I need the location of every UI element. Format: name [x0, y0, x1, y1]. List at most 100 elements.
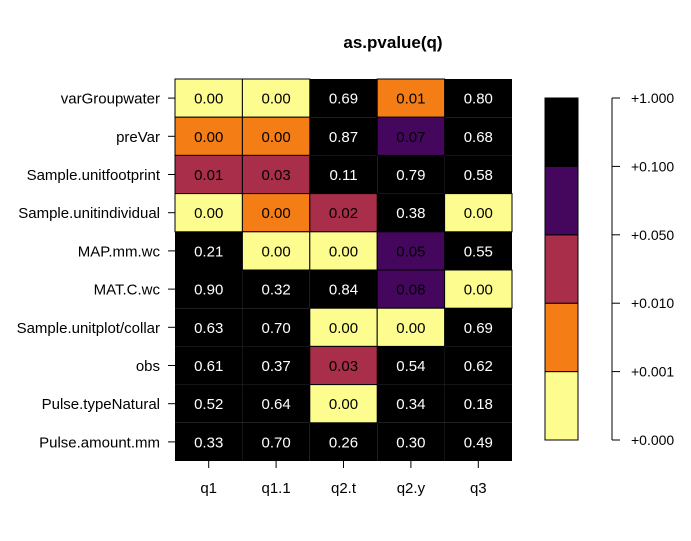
chart-title: as.pvalue(q) [343, 33, 442, 52]
heatmap-cell [309, 79, 378, 118]
row-label: Sample.unitfootprint [27, 167, 161, 184]
heatmap-cell [309, 384, 378, 424]
heatmap-cell [377, 346, 445, 385]
heatmap-cell [175, 346, 243, 385]
cell-value-label: 0.02 [329, 205, 358, 222]
cell-value-label: 0.58 [464, 167, 493, 184]
cell-value-label: 0.37 [261, 358, 290, 375]
legend-break-label: +1.000 [631, 90, 674, 106]
heatmap-cell [377, 384, 445, 423]
cell-value-label: 0.49 [464, 434, 493, 451]
cell-value-label: 0.38 [396, 205, 425, 222]
cell-value-label: 0.63 [194, 320, 223, 337]
row-label: Sample.unitindividual [18, 205, 160, 222]
row-label: Sample.unitplot/collar [17, 320, 160, 337]
cell-value-label: 0.00 [464, 282, 493, 299]
heatmap-grid: 0.00 0.00 0.69 0.01 0.80 0.00 0.00 0.87 0.07 0.68… [174, 78, 513, 461]
heatmap-cell [444, 384, 512, 423]
heatmap-cell [376, 307, 446, 347]
cell-value-label: 0.70 [261, 434, 290, 451]
cell-value-label: 0.69 [329, 91, 358, 108]
heatmap-cell [309, 193, 378, 233]
legend-swatch [544, 165, 579, 236]
heatmap-cell [242, 422, 310, 461]
column-label: q1 [200, 480, 217, 497]
heatmap-cell [309, 117, 378, 156]
heatmap-cell [175, 384, 243, 423]
heatmap-cell [444, 308, 512, 347]
cell-value-label: 0.21 [194, 243, 223, 260]
heatmap-cell [444, 346, 512, 385]
legend-swatch [544, 97, 579, 167]
legend-break-label: +0.100 [631, 158, 674, 174]
cell-value-label: 0.62 [464, 358, 493, 375]
cell-value-label: 0.52 [194, 396, 223, 413]
heatmap-cell [377, 422, 445, 461]
legend-swatch [544, 234, 579, 304]
legend-swatch [544, 371, 579, 441]
heatmap-cell [444, 193, 513, 233]
row-label: Pulse.amount.mm [39, 434, 160, 451]
legend-swatch [544, 302, 579, 373]
cell-value-label: 0.32 [261, 282, 290, 299]
heatmap-cell [242, 270, 310, 309]
column-label: q1.1 [261, 480, 290, 497]
heatmap-cell [376, 116, 446, 156]
heatmap-cell [377, 155, 445, 194]
cell-value-label: 0.00 [396, 320, 425, 337]
row-labels: varGroupwater preVar Sample.unitfootprint S… [17, 91, 175, 451]
cell-value-label: 0.30 [396, 434, 425, 451]
cell-value-label: 0.00 [194, 205, 223, 222]
cell-value-label: 0.00 [329, 320, 358, 337]
cell-value-label: 0.64 [261, 396, 290, 413]
cell-value-label: 0.18 [464, 396, 493, 413]
heatmap-cell [377, 193, 445, 232]
cell-value-label: 0.01 [396, 91, 425, 108]
heatmap-cell [241, 78, 311, 118]
column-labels: q1 q1.1 q2.t q2.y q3 [200, 461, 487, 497]
heatmap-cell [174, 116, 243, 156]
heatmap-cell [175, 270, 243, 309]
cell-value-label: 0.00 [194, 129, 223, 146]
legend-break-label: +0.001 [631, 364, 674, 380]
column-label: q2.t [331, 480, 357, 497]
cell-value-label: 0.80 [464, 91, 493, 108]
heatmap-cell [444, 422, 512, 461]
cell-value-label: 0.61 [194, 358, 223, 375]
cell-value-label: 0.70 [261, 320, 290, 337]
heatmap-cell [444, 79, 512, 118]
cell-value-label: 0.00 [329, 243, 358, 260]
cell-value-label: 0.84 [329, 282, 358, 299]
color-legend: +0.000 +0.001 +0.010 +0.050 +0.100 +1.000 [544, 90, 674, 448]
heatmap-cell [444, 269, 513, 309]
heatmap-cell [309, 307, 378, 347]
legend-break-label: +0.050 [631, 227, 674, 243]
heatmap-cell [444, 155, 512, 194]
legend-break-label: +0.000 [631, 432, 674, 448]
cell-value-label: 0.03 [261, 167, 290, 184]
heatmap-cell [309, 155, 378, 194]
column-label: q3 [470, 480, 487, 497]
heatmap-cell [309, 422, 378, 461]
heatmap-cell [241, 231, 311, 271]
row-label: MAP.mm.wc [78, 243, 161, 260]
heatmap-cell [242, 384, 310, 423]
cell-value-label: 0.00 [261, 129, 290, 146]
cell-value-label: 0.00 [194, 91, 223, 108]
heatmap-cell [242, 346, 310, 385]
cell-value-label: 0.00 [261, 243, 290, 260]
cell-value-label: 0.03 [329, 358, 358, 375]
cell-value-label: 0.90 [194, 282, 223, 299]
cell-value-label: 0.01 [194, 167, 223, 184]
row-label: preVar [116, 129, 160, 146]
cell-value-label: 0.00 [261, 91, 290, 108]
row-label: MAT.C.wc [94, 282, 161, 299]
legend-break-label: +0.010 [631, 295, 674, 311]
cell-value-label: 0.08 [396, 282, 425, 299]
column-label: q2.y [397, 480, 426, 497]
heatmap-cell [309, 270, 378, 309]
cell-value-label: 0.26 [329, 434, 358, 451]
row-label: obs [136, 358, 160, 375]
heatmap-cell [242, 308, 310, 347]
